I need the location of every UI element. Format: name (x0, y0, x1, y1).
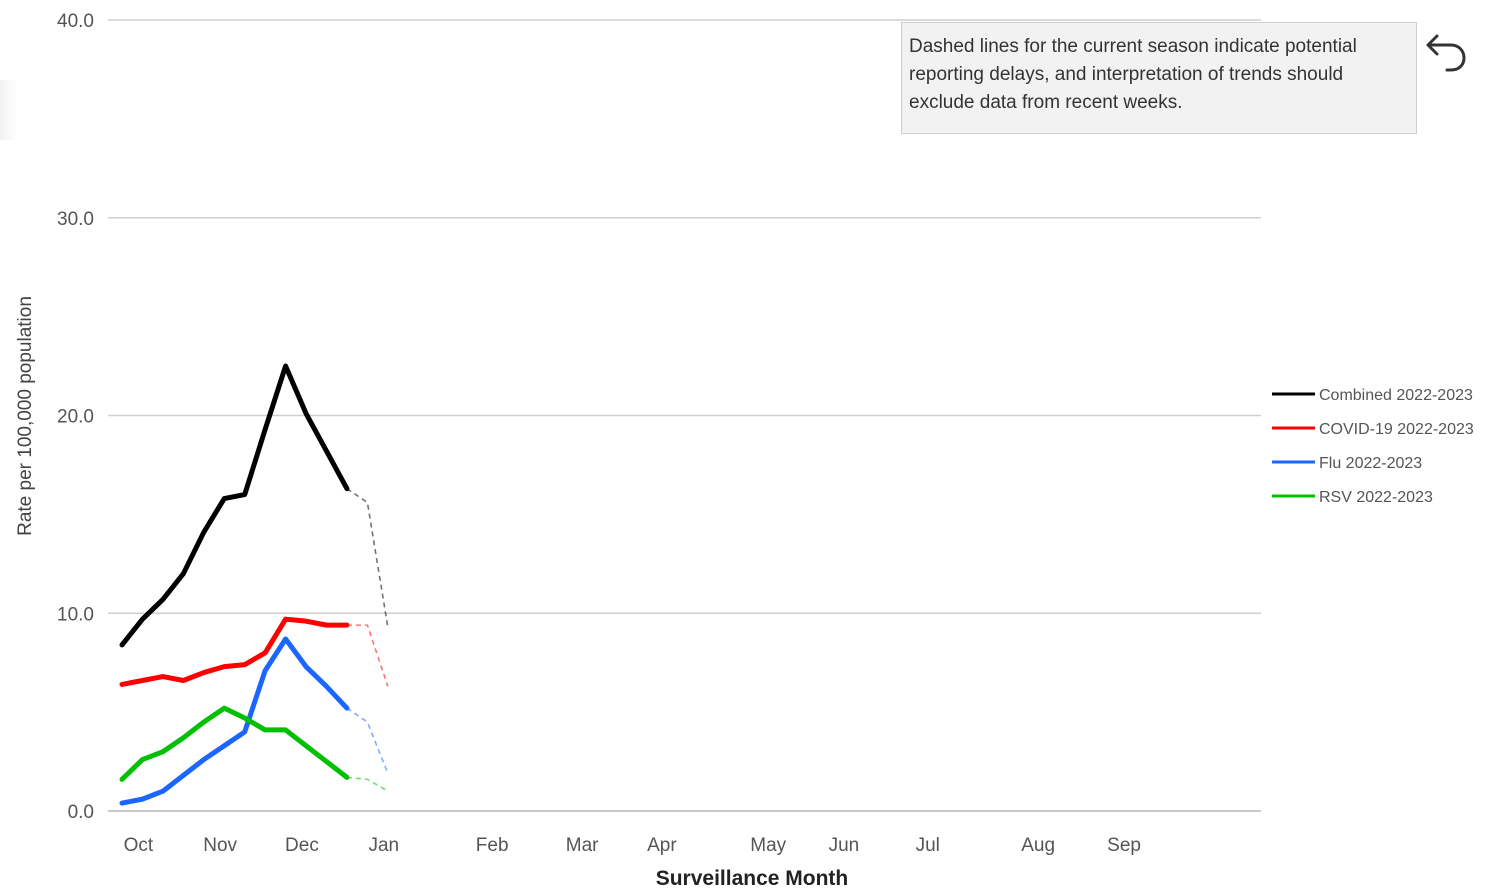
y-tick-label: 30.0 (57, 209, 94, 230)
y-tick-label: 0.0 (68, 802, 94, 823)
series-line-provisional (346, 488, 389, 628)
legend: Combined 2022-2023 COVID-19 2022-2023 Flu … (1272, 387, 1474, 506)
x-tick-label: Mar (566, 835, 599, 856)
x-axis-ticks: Oct Nov Dec Jan Feb Mar Apr May Jun Jul Aug Sep (124, 835, 1141, 856)
x-tick-label: Aug (1021, 835, 1055, 856)
grid-lines (108, 19, 1261, 812)
x-tick-label: Jun (829, 835, 860, 856)
x-tick-label: Dec (285, 835, 319, 856)
x-tick-label: Feb (476, 835, 509, 856)
series-line (119, 616, 350, 687)
legend-label: RSV 2022-2023 (1319, 489, 1433, 506)
y-axis-ticks: 0.0 10.0 20.0 30.0 40.0 (57, 11, 94, 823)
panel-edge-shadow (0, 80, 18, 140)
series-line (119, 363, 350, 648)
undo-arrow-icon (1426, 34, 1466, 72)
x-tick-label: Oct (124, 835, 154, 856)
x-tick-label: Sep (1107, 835, 1141, 856)
legend-label: Combined 2022-2023 (1319, 387, 1473, 404)
x-tick-label: Jul (916, 835, 940, 856)
legend-label: Flu 2022-2023 (1319, 455, 1422, 472)
series-line (119, 636, 350, 806)
y-tick-label: 40.0 (57, 11, 94, 32)
x-tick-label: Nov (203, 835, 237, 856)
x-tick-label: Jan (368, 835, 399, 856)
note-text: Dashed lines for the current season indi… (909, 36, 1357, 113)
series-line-provisional (346, 707, 389, 774)
x-tick-label: Apr (647, 835, 677, 856)
y-tick-label: 20.0 (57, 407, 94, 428)
x-tick-label: May (750, 835, 786, 856)
series-line-provisional (346, 776, 389, 792)
series-lines (119, 363, 389, 806)
series-line (119, 705, 350, 782)
reporting-delay-note: Dashed lines for the current season indi… (901, 22, 1417, 134)
y-axis-title: Rate per 100,000 population (15, 296, 36, 536)
y-tick-label: 10.0 (57, 604, 94, 625)
x-axis-title: Surveillance Month (656, 867, 849, 890)
legend-label: COVID-19 2022-2023 (1319, 421, 1474, 438)
series-line-provisional (346, 624, 389, 687)
back-button[interactable] (1423, 30, 1469, 76)
